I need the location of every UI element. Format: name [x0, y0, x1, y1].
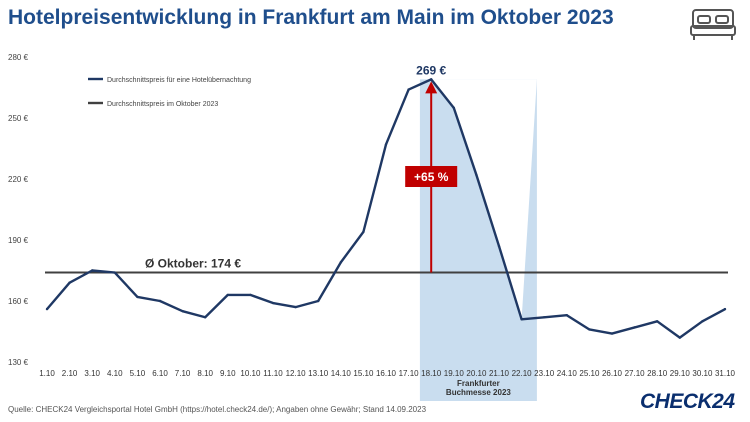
data-point: [678, 336, 681, 339]
data-point: [68, 281, 71, 284]
data-point: [226, 293, 229, 297]
legend-label-price: Durchschnittspreis für eine Hotelübernac…: [107, 77, 251, 84]
change-label: +65 %: [414, 170, 449, 184]
y-tick-label: 130 €: [8, 358, 29, 367]
y-tick-label: 160 €: [8, 297, 29, 306]
x-tick-label: 28.10: [647, 369, 668, 378]
buchmesse-label-1: Frankfurter: [457, 379, 500, 388]
x-tick-label: 1.10: [39, 369, 55, 378]
increase-arrow-head: [425, 81, 438, 94]
x-tick-label: 31.10: [715, 369, 736, 378]
data-point: [249, 293, 252, 297]
x-tick-label: 18.10: [421, 369, 442, 378]
data-point: [204, 316, 207, 319]
data-point: [543, 316, 546, 319]
data-point: [384, 143, 388, 146]
data-point: [497, 244, 501, 248]
data-point: [339, 261, 342, 264]
x-tick-label: 16.10: [376, 369, 397, 378]
chart-title: Hotelpreisentwicklung in Frankfurt am Ma…: [8, 6, 614, 29]
x-tick-label: 20.10: [466, 369, 487, 378]
x-tick-label: 17.10: [399, 369, 420, 378]
peak-label: 269 €: [416, 63, 446, 77]
buchmesse-label-2: Buchmesse 2023: [446, 388, 511, 397]
x-tick-label: 23.10: [534, 369, 555, 378]
x-tick-label: 5.10: [130, 369, 146, 378]
data-point: [158, 299, 162, 303]
data-point: [588, 328, 591, 331]
data-point: [452, 106, 455, 110]
data-point: [610, 332, 614, 335]
x-tick-label: 2.10: [62, 369, 78, 378]
data-point: [633, 326, 636, 329]
x-tick-label: 9.10: [220, 369, 236, 378]
x-tick-label: 25.10: [579, 369, 600, 378]
data-point: [317, 299, 320, 303]
highlight-mask: [419, 79, 537, 320]
data-point: [430, 78, 433, 81]
x-tick-label: 27.10: [625, 369, 646, 378]
data-point: [656, 320, 659, 323]
y-tick-label: 220 €: [8, 175, 29, 184]
x-tick-label: 11.10: [263, 369, 283, 378]
change-badge: [405, 166, 458, 187]
data-point: [45, 307, 49, 311]
data-point: [701, 320, 704, 323]
x-tick-label: 19.10: [444, 369, 465, 378]
average-label: Ø Oktober: 174 €: [145, 257, 241, 271]
data-point: [113, 271, 117, 274]
data-point: [407, 88, 410, 91]
legend-label-average: Durchschnittspreis im Oktober 2023: [107, 101, 218, 108]
bed-icon: [690, 9, 736, 40]
x-tick-label: 6.10: [152, 369, 168, 378]
y-tick-label: 280 €: [8, 53, 29, 62]
x-tick-label: 24.10: [557, 369, 578, 378]
x-tick-label: 15.10: [353, 369, 374, 378]
x-tick-label: 12.10: [286, 369, 307, 378]
x-tick-label: 21.10: [489, 369, 510, 378]
data-point: [362, 230, 365, 234]
brand-logo: CHECK24: [640, 390, 735, 413]
data-point: [181, 309, 184, 313]
x-tick-label: 10.10: [240, 369, 261, 378]
data-point: [271, 301, 275, 305]
x-tick-label: 26.10: [602, 369, 623, 378]
x-tick-label: 30.10: [692, 369, 713, 378]
data-point: [475, 173, 478, 177]
source-note: Quelle: CHECK24 Vergleichsportal Hotel G…: [8, 405, 427, 414]
data-point: [723, 307, 727, 311]
x-tick-label: 7.10: [175, 369, 191, 378]
x-tick-label: 13.10: [308, 369, 329, 378]
data-point: [520, 318, 523, 321]
x-tick-label: 3.10: [84, 369, 100, 378]
x-tick-label: 29.10: [670, 369, 691, 378]
y-tick-label: 190 €: [8, 236, 29, 245]
x-tick-label: 14.10: [331, 369, 352, 378]
price-line: [46, 78, 726, 339]
data-point: [91, 269, 94, 272]
x-tick-label: 4.10: [107, 369, 123, 378]
x-tick-label: 8.10: [197, 369, 213, 378]
y-tick-label: 250 €: [8, 114, 29, 123]
data-point: [294, 305, 297, 309]
data-point: [565, 314, 568, 317]
data-point: [136, 295, 139, 299]
x-tick-label: 22.10: [512, 369, 533, 378]
